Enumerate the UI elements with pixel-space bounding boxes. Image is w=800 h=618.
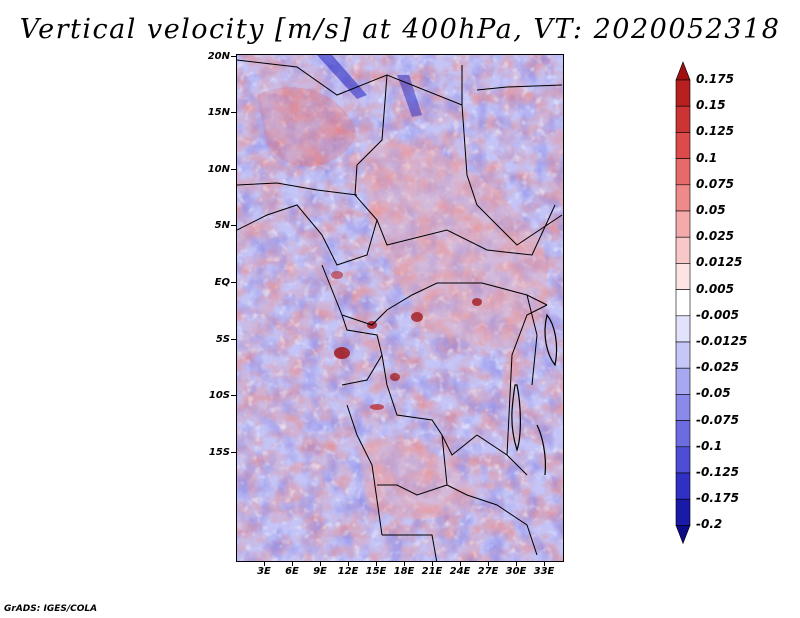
colorbar-label: -0.075 — [696, 412, 739, 427]
colorbar-segment — [675, 289, 691, 317]
lon-tick — [376, 562, 377, 566]
colorbar-segment — [675, 158, 691, 186]
colorbar-label: 0.1 — [696, 150, 718, 165]
lat-tick — [231, 452, 236, 453]
lon-tick — [460, 562, 461, 566]
lon-tick — [488, 562, 489, 566]
lat-tick — [231, 225, 236, 226]
lat-label-15n: 15N — [207, 107, 230, 118]
colorbar-label: 0.075 — [696, 176, 734, 191]
lon-tick — [320, 562, 321, 566]
colorbar-label: -0.0125 — [696, 334, 748, 348]
lat-tick — [231, 56, 236, 57]
lat-tick — [231, 395, 236, 396]
lon-label-24e: 24E — [449, 566, 471, 577]
lon-tick — [544, 562, 545, 566]
lat-label-10s: 10S — [208, 390, 230, 401]
lon-tick — [264, 562, 265, 566]
lon-label-33e: 33E — [533, 566, 555, 577]
colorbar-label: -0.175 — [696, 491, 739, 506]
lat-tick — [231, 282, 236, 283]
lon-label-3e: 3E — [257, 566, 271, 577]
lon-tick — [432, 562, 433, 566]
grads-credit: GrADS: IGES/COLA — [4, 604, 98, 614]
lon-tick — [348, 562, 349, 566]
colorbar-label: -0.1 — [696, 438, 723, 453]
colorbar-segment — [675, 79, 691, 107]
colorbar-label: 0.175 — [696, 72, 734, 86]
colorbar — [675, 61, 691, 545]
colorbar-label: 0.025 — [696, 229, 734, 244]
colorbar-label: -0.025 — [696, 360, 739, 375]
lon-label-6e: 6E — [285, 566, 299, 577]
colorbar-segment — [675, 236, 691, 264]
colorbar-segment — [675, 420, 691, 448]
colorbar-arrow-bottom — [675, 525, 691, 545]
chart-title: Vertical velocity [m/s] at 400hPa, VT: 2… — [19, 14, 781, 45]
lat-label-15s: 15S — [208, 447, 230, 458]
colorbar-segment — [675, 105, 691, 133]
lon-tick — [516, 562, 517, 566]
vertical-velocity-field — [237, 55, 563, 561]
map-panel — [236, 54, 564, 562]
colorbar-segment — [675, 367, 691, 395]
lon-tick — [292, 562, 293, 566]
colorbar-segment — [675, 132, 691, 159]
colorbar-segment — [675, 394, 691, 421]
lon-tick — [404, 562, 405, 566]
colorbar-segment — [675, 472, 691, 500]
colorbar-label: -0.005 — [696, 307, 739, 322]
colorbar-segment — [675, 446, 691, 474]
lat-tick — [231, 112, 236, 113]
colorbar-segment — [675, 184, 691, 212]
lon-label-27e: 27E — [477, 566, 499, 577]
lat-label-10n: 10N — [207, 164, 230, 175]
lat-label-20n: 20N — [207, 51, 230, 62]
lat-label-5n: 5N — [214, 220, 230, 231]
colorbar-label: -0.05 — [696, 386, 731, 401]
colorbar-segment — [675, 210, 691, 238]
lon-label-30e: 30E — [505, 566, 527, 577]
lat-label-eq: EQ — [214, 277, 230, 288]
lon-label-15e: 15E — [365, 566, 387, 577]
colorbar-label: 0.005 — [696, 281, 734, 296]
colorbar-segment — [675, 263, 691, 290]
lon-label-18e: 18E — [393, 566, 415, 577]
lon-label-9e: 9E — [313, 566, 327, 577]
lat-tick — [231, 339, 236, 340]
colorbar-segment — [675, 498, 691, 526]
lon-label-21e: 21E — [421, 566, 443, 577]
colorbar-label: 0.125 — [696, 124, 734, 139]
lat-label-5s: 5S — [215, 334, 230, 345]
colorbar-label: 0.0125 — [696, 255, 743, 270]
colorbar-segment — [675, 341, 691, 369]
colorbar-label: -0.2 — [696, 517, 723, 532]
colorbar-label: 0.15 — [696, 98, 726, 113]
colorbar-arrow-top — [675, 61, 691, 81]
colorbar-segment — [675, 315, 691, 343]
lat-tick — [231, 169, 236, 170]
lon-label-12e: 12E — [337, 566, 359, 577]
colorbar-label: -0.125 — [696, 465, 739, 479]
colorbar-label: 0.05 — [696, 203, 726, 217]
